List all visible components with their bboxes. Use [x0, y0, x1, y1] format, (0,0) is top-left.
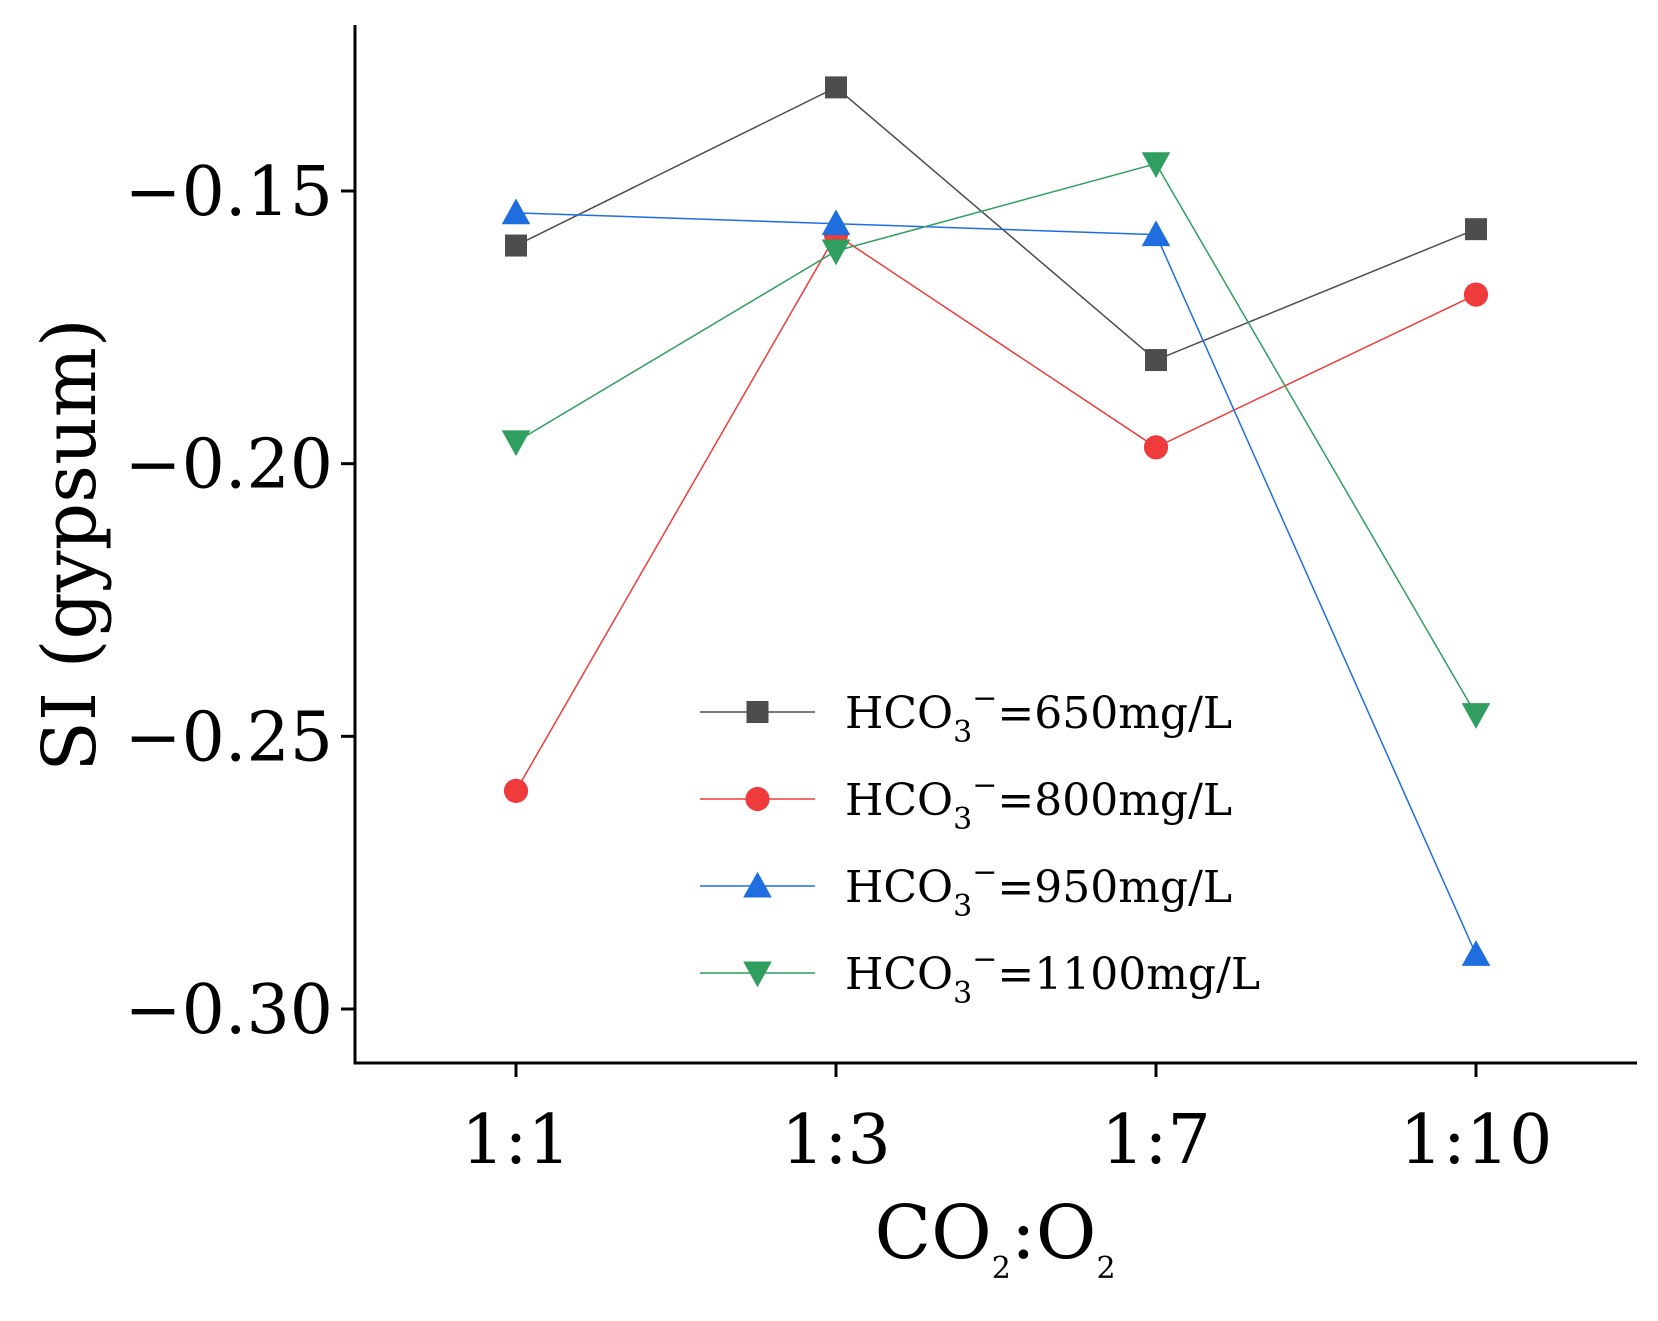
data-point — [1463, 282, 1489, 307]
legend-item: HCO3−=650mg/L — [700, 681, 1232, 750]
y-tick-label: −0.15 — [125, 153, 333, 232]
data-point — [821, 209, 851, 236]
axes: −0.15 −0.20 −0.25 −0.30 1:1 1:3 1:7 1:10 — [125, 25, 1637, 1180]
data-point — [1465, 218, 1487, 241]
legend-label: HCO3−=650mg/L — [845, 681, 1232, 750]
y-tick-label: −0.30 — [125, 971, 333, 1050]
series-0 — [505, 76, 1487, 372]
y-tick-label: −0.20 — [125, 426, 333, 505]
legend: HCO3−=650mg/L HCO3−=800mg/L HCO3−=950mg/L H… — [700, 681, 1260, 1011]
series-2 — [501, 198, 1491, 966]
x-tick-label: 1:1 — [461, 1101, 570, 1180]
x-tick-label: 1:7 — [1101, 1101, 1210, 1180]
y-axis-title: SI (gypsum) — [27, 318, 113, 772]
legend-marker — [745, 786, 770, 812]
legend-label: HCO3−=800mg/L — [845, 768, 1232, 837]
series-layer — [501, 76, 1491, 966]
legend-item: HCO3−=950mg/L — [700, 855, 1232, 924]
data-point — [1141, 220, 1171, 247]
data-point — [1143, 435, 1169, 460]
data-point — [501, 198, 531, 225]
data-point — [1141, 152, 1171, 179]
legend-label: HCO3−=1100mg/L — [845, 942, 1260, 1011]
data-point — [1461, 940, 1491, 966]
series-line — [515, 162, 1477, 715]
series-line — [515, 212, 1477, 955]
data-point — [1461, 703, 1491, 729]
legend-marker — [743, 961, 772, 988]
legend-item: HCO3−=800mg/L — [700, 768, 1232, 837]
x-axis-title: CO2:O2 — [874, 1190, 1115, 1286]
series-line — [515, 233, 1477, 792]
data-point — [505, 234, 527, 257]
axis-frame — [353, 25, 1637, 1065]
x-tick-label: 1:10 — [1400, 1101, 1553, 1180]
data-point — [501, 430, 531, 457]
legend-label: HCO3−=950mg/L — [845, 855, 1232, 924]
legend-marker — [746, 701, 769, 723]
data-point — [821, 239, 851, 266]
x-tick-label: 1:3 — [781, 1101, 890, 1180]
legend-item: HCO3−=1100mg/L — [700, 942, 1260, 1011]
series-3 — [501, 152, 1491, 729]
legend-marker — [743, 871, 772, 898]
data-point — [825, 76, 847, 99]
data-point — [503, 778, 529, 803]
data-point — [1145, 349, 1167, 372]
series-line — [515, 86, 1477, 361]
y-tick-label: −0.25 — [125, 698, 333, 777]
